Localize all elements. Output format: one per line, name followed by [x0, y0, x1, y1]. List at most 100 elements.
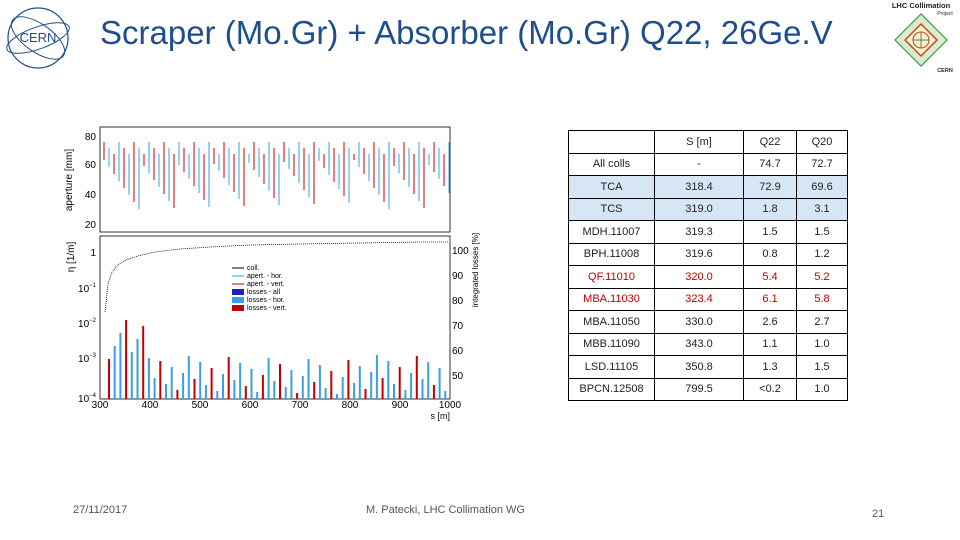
table-cell: MBA.11030 [568, 287, 655, 311]
loss-bar [187, 356, 190, 399]
loss-bar [284, 387, 287, 399]
table-cell: 319.6 [654, 242, 744, 266]
loss-table: S [m] Q22 Q20 All colls -74.7 72.7 TCA 318.4 72.… [568, 130, 848, 401]
loss-bar [125, 320, 128, 399]
loss-bar [444, 391, 447, 399]
table-cell: 1.5 [796, 220, 848, 244]
plot-legend: coll. apert. - hor. apert. - vert. losse… [232, 265, 287, 312]
table-cell: - [654, 152, 744, 176]
table-row: TCS 319.0 1.8 3.1 [568, 197, 848, 221]
loss-bar [159, 361, 162, 399]
loss-bar [216, 391, 219, 399]
table-cell: 1.8 [743, 197, 797, 221]
loss-bar [387, 361, 390, 399]
slide-title: Scraper (Mo.Gr) + Absorber (Mo.Gr) Q22, … [100, 14, 833, 51]
loss-bar [336, 394, 338, 399]
loss-bar [307, 359, 310, 399]
loss-bar [227, 357, 230, 399]
table-cell: 320.0 [654, 265, 744, 289]
table-row: MDH.11007 319.3 1.5 1.5 [568, 220, 848, 244]
table-cell: 3.1 [796, 197, 848, 221]
loss-bar [438, 368, 441, 399]
right-ytick: 60 [452, 346, 464, 357]
table-row: BPCN.12508 799.5 <0.2 1.0 [568, 377, 848, 401]
table-cell: 330.0 [654, 310, 744, 334]
table-cell: MBB.11090 [568, 332, 655, 356]
table-cell: 1.1 [743, 332, 797, 356]
table-cell: 1.3 [743, 355, 797, 379]
svg-text:coll.: coll. [247, 265, 260, 272]
loss-bar [165, 384, 167, 399]
svg-text:LHC Collimation: LHC Collimation [892, 1, 951, 10]
loss-bar [273, 381, 276, 399]
cern-logo: CERN [6, 7, 70, 69]
lhc-collimation-logo: LHC Collimation Project CERN [892, 1, 954, 74]
loss-bar [415, 356, 418, 399]
loss-bar [210, 368, 213, 399]
loss-bar [330, 371, 333, 399]
right-ytick: 100 [452, 246, 469, 257]
footer-author: M. Patecki, LHC Collimation WG [366, 504, 525, 516]
svg-text:CERN: CERN [937, 68, 953, 74]
svg-text:apert. - hor.: apert. - hor. [247, 273, 283, 280]
right-ytick: 50 [452, 371, 464, 382]
table-cell: 1.0 [796, 332, 848, 356]
bottom-ylabel: η [1/m] [66, 242, 77, 273]
table-cell: <0.2 [743, 377, 797, 401]
table-cell: MDH.11007 [568, 220, 655, 244]
svg-text:CERN: CERN [20, 30, 57, 45]
table-header-cell: S [m] [654, 130, 744, 154]
table-cell: 1.2 [796, 242, 848, 266]
top-ytick: 80 [85, 132, 97, 143]
loss-bar [136, 339, 139, 399]
table-cell: 5.8 [796, 287, 848, 311]
loss-bar [398, 367, 401, 399]
svg-text:10−3: 10−3 [78, 353, 97, 365]
table-cell: 74.7 [743, 152, 797, 176]
aperture-panel [99, 126, 451, 233]
loss-bar [267, 358, 270, 399]
loss-bar [375, 355, 378, 399]
loss-bar [427, 362, 430, 399]
svg-text:10−1: 10−1 [78, 283, 97, 295]
table-header-cell [568, 130, 655, 154]
xtick: 700 [292, 400, 309, 411]
xtick: 400 [142, 400, 159, 411]
svg-text:apert. - vert.: apert. - vert. [247, 281, 285, 288]
loss-bar [279, 364, 281, 399]
loss-bar [199, 362, 202, 399]
loss-bar [119, 333, 122, 399]
loss-bar [364, 389, 367, 399]
table-cell: 72.7 [796, 152, 848, 176]
table-cell: 5.2 [796, 265, 848, 289]
table-cell: 799.5 [654, 377, 744, 401]
loss-bar [358, 366, 361, 399]
loss-bar [393, 384, 395, 399]
top-ylabel: aperture [mm] [64, 149, 75, 211]
loss-bar [147, 358, 150, 399]
loss-bar [170, 367, 173, 399]
table-cell: 69.6 [796, 175, 848, 199]
table-row: All colls -74.7 72.7 [568, 152, 848, 176]
loss-bar [130, 352, 133, 399]
table-cell: 350.8 [654, 355, 744, 379]
table-cell: 72.9 [743, 175, 797, 199]
xtick: 900 [392, 400, 409, 411]
loss-bar [233, 380, 236, 399]
footer-date: 27/11/2017 [73, 504, 128, 516]
top-ytick: 20 [85, 220, 97, 231]
table-cell: 5.4 [743, 265, 797, 289]
aperture-lines [103, 142, 450, 209]
table-cell: TCS [568, 197, 655, 221]
loss-bar [421, 379, 424, 399]
table-cell: 323.4 [654, 287, 744, 311]
table-cell: 1.5 [743, 220, 797, 244]
svg-text:losses - hor.: losses - hor. [247, 297, 285, 304]
table-row: MBA.11050 330.0 2.6 2.7 [568, 310, 848, 334]
loss-bar [290, 370, 293, 399]
loss-bar [176, 390, 179, 399]
svg-text:10−2: 10−2 [78, 318, 97, 330]
svg-text:losses - vert.: losses - vert. [247, 305, 287, 312]
loss-bar [432, 385, 435, 399]
loss-bar [410, 373, 413, 399]
